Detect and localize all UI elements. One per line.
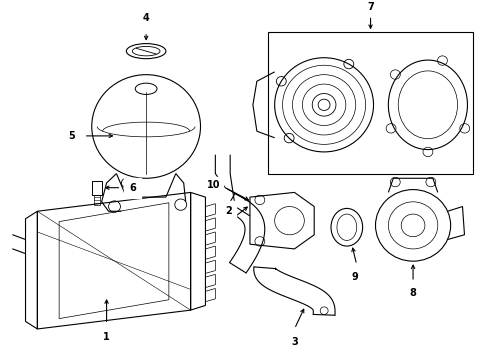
Text: 8: 8 (410, 288, 416, 298)
Text: 2: 2 (225, 206, 232, 216)
Text: 7: 7 (367, 1, 374, 12)
Text: 3: 3 (291, 337, 298, 347)
Bar (268, 32, 473, 174)
Text: 1: 1 (103, 332, 110, 342)
Text: 10: 10 (207, 180, 220, 190)
Bar (92, 181, 101, 195)
Text: 4: 4 (143, 13, 149, 23)
Text: 6: 6 (129, 183, 136, 193)
Bar (94, 195, 99, 204)
Text: 9: 9 (351, 271, 358, 282)
Text: 5: 5 (69, 131, 75, 141)
